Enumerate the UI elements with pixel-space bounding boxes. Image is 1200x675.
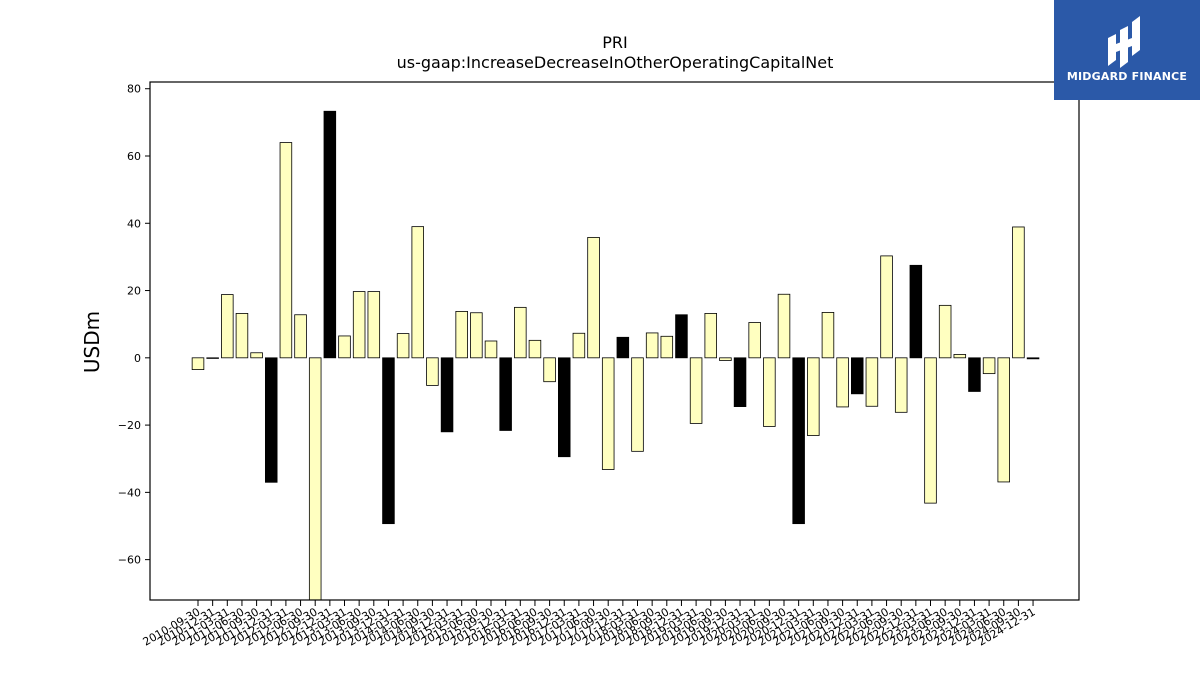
chart-subtitle: us-gaap:IncreaseDecreaseInOtherOperating… [397, 53, 834, 72]
bar-2012-12-31 [323, 110, 337, 359]
bar-2010-09-30 [191, 357, 205, 370]
y-tick-label: −40 [118, 486, 141, 499]
bar-2011-06-30 [235, 313, 249, 359]
bar-2016-12-31 [558, 357, 571, 458]
bar-2020-12-31 [792, 357, 805, 525]
bar-2014-06-30 [411, 226, 424, 359]
bar-2020-03-31 [748, 322, 761, 359]
bar-2013-03-31 [338, 335, 351, 359]
bar-2021-06-30 [821, 312, 835, 359]
bar-2018-09-30 [660, 335, 674, 359]
bar-2017-12-31 [616, 336, 630, 359]
bar-2022-03-31 [865, 357, 879, 407]
y-axis-ticks: 80 60 40 20 0 −20 −40 −60 [118, 83, 150, 567]
plot-frame [149, 81, 1080, 601]
x-axis-ticks: 2010-09-302010-12-312011-03-312011-06-30… [141, 600, 1038, 649]
y-tick-label: 60 [127, 150, 141, 163]
chart-title: PRI [602, 33, 627, 52]
y-tick-label: −20 [118, 419, 141, 432]
bar-2024-12-31 [1026, 357, 1040, 360]
y-tick-label: 80 [127, 83, 141, 96]
bar-2022-09-30 [894, 357, 908, 413]
bar-2019-09-30 [719, 357, 732, 361]
bar-2016-03-31 [514, 306, 527, 359]
midgard-finance-logo: MIDGARD FINANCE [1054, 0, 1200, 100]
bar-2018-03-31 [631, 357, 644, 452]
bar-2013-09-30 [367, 291, 381, 359]
bar-2016-09-30 [543, 357, 556, 383]
bar-2012-06-30 [294, 314, 307, 359]
bar-2014-12-31 [440, 357, 454, 433]
bar-2018-06-30 [645, 332, 659, 359]
bar-2015-12-31 [499, 357, 512, 431]
y-tick-label: 0 [134, 352, 141, 365]
bar-2019-06-30 [704, 313, 718, 359]
y-axis-label: USDm [80, 311, 104, 373]
bar-2017-03-31 [572, 332, 586, 359]
bar-2018-12-31 [675, 314, 688, 359]
bar-2022-12-31 [909, 264, 923, 359]
bar-2024-03-31 [982, 357, 996, 375]
bar-2013-06-30 [352, 291, 366, 359]
bar-2014-09-30 [426, 357, 439, 386]
y-tick-label: −60 [118, 554, 141, 567]
bar-2020-09-30 [777, 293, 791, 359]
bar-2015-06-30 [470, 312, 483, 359]
bar-2024-06-30 [997, 357, 1011, 483]
bar-2013-12-31 [382, 357, 395, 525]
bar-2012-03-31 [279, 142, 293, 359]
bar-2023-03-31 [924, 357, 937, 504]
logo-text: MIDGARD FINANCE [1066, 70, 1188, 83]
bar-2023-06-30 [938, 304, 952, 359]
bar-2011-12-31 [264, 357, 278, 483]
bar-2024-09-30 [1012, 226, 1025, 359]
bar-2020-06-30 [763, 357, 776, 427]
bar-2015-09-30 [484, 340, 498, 359]
bar-2015-03-31 [455, 310, 468, 359]
bar-2012-09-30 [308, 357, 322, 601]
bar-2021-12-31 [851, 357, 864, 395]
bar-2016-06-30 [528, 339, 542, 359]
bar-2023-12-31 [968, 357, 981, 392]
bar-2017-06-30 [587, 236, 600, 359]
bar-2017-09-30 [601, 357, 615, 470]
bar-2022-06-30 [880, 255, 893, 359]
bar-2021-09-30 [836, 357, 849, 408]
y-tick-label: 40 [127, 217, 141, 230]
bar-series [191, 110, 1040, 601]
bar-2021-03-31 [807, 357, 820, 436]
bar-2019-12-31 [733, 357, 747, 407]
logo-mark-icon [1108, 16, 1140, 68]
bar-2011-09-30 [250, 352, 263, 359]
bar-2014-03-31 [396, 333, 410, 359]
y-tick-label: 20 [127, 285, 141, 298]
bar-2023-09-30 [953, 354, 967, 359]
bar-2019-03-31 [689, 357, 703, 424]
bar-2011-03-31 [221, 294, 234, 359]
bar-2010-12-31 [206, 357, 219, 359]
